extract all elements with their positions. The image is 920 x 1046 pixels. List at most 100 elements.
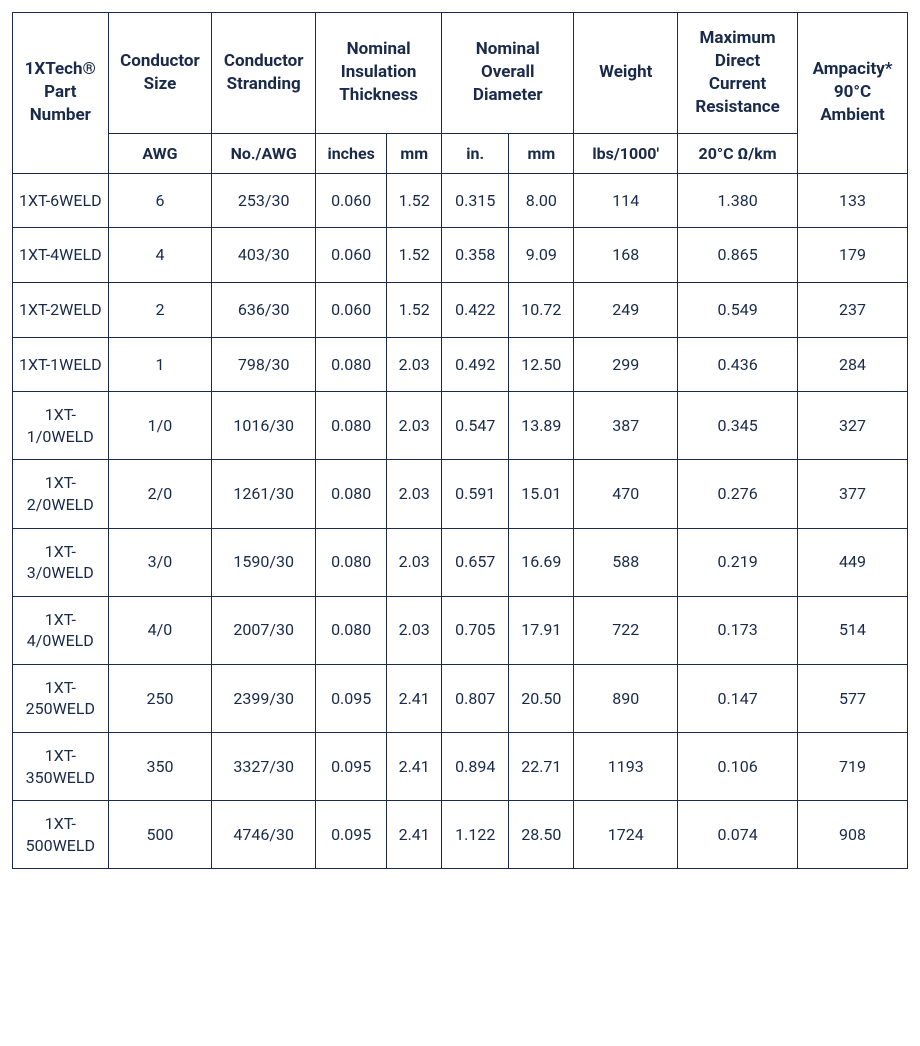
cell-ins_mm: 2.03 bbox=[387, 460, 442, 528]
cell-awg: 1/0 bbox=[108, 392, 212, 460]
cell-ins_in: 0.095 bbox=[316, 664, 387, 732]
cell-awg: 4 bbox=[108, 228, 212, 283]
table-row: 1XT-3/0WELD3/01590/300.0802.030.65716.69… bbox=[13, 528, 908, 596]
col-overall-diameter: Nominal Overall Diameter bbox=[442, 13, 574, 134]
cable-spec-table: 1XTech® Part Number Conductor Size Condu… bbox=[12, 12, 908, 869]
cell-ins_mm: 2.41 bbox=[387, 664, 442, 732]
cell-part: 1XT-1/0WELD bbox=[13, 392, 109, 460]
cell-weight: 168 bbox=[574, 228, 678, 283]
cell-part: 1XT-4/0WELD bbox=[13, 596, 109, 664]
cell-dia_in: 1.122 bbox=[442, 801, 509, 869]
cell-stranding: 636/30 bbox=[212, 282, 316, 337]
cell-amp: 577 bbox=[798, 664, 908, 732]
cell-dia_mm: 17.91 bbox=[509, 596, 574, 664]
table-row: 1XT-4WELD4403/300.0601.520.3589.091680.8… bbox=[13, 228, 908, 283]
table-body: 1XT-6WELD6253/300.0601.520.3158.001141.3… bbox=[13, 173, 908, 869]
cell-dia_mm: 13.89 bbox=[509, 392, 574, 460]
cell-awg: 500 bbox=[108, 801, 212, 869]
cell-ins_mm: 2.41 bbox=[387, 801, 442, 869]
cell-amp: 284 bbox=[798, 337, 908, 392]
cell-ins_in: 0.095 bbox=[316, 801, 387, 869]
cell-amp: 377 bbox=[798, 460, 908, 528]
cell-dia_in: 0.315 bbox=[442, 173, 509, 228]
cell-awg: 1 bbox=[108, 337, 212, 392]
cell-dcr: 0.549 bbox=[678, 282, 798, 337]
cell-dia_mm: 8.00 bbox=[509, 173, 574, 228]
cell-weight: 1724 bbox=[574, 801, 678, 869]
cell-dia_in: 0.547 bbox=[442, 392, 509, 460]
cell-weight: 249 bbox=[574, 282, 678, 337]
table-row: 1XT-1WELD1798/300.0802.030.49212.502990.… bbox=[13, 337, 908, 392]
cell-dcr: 0.276 bbox=[678, 460, 798, 528]
cell-dcr: 0.345 bbox=[678, 392, 798, 460]
table-row: 1XT-2WELD2636/300.0601.520.42210.722490.… bbox=[13, 282, 908, 337]
cell-weight: 722 bbox=[574, 596, 678, 664]
cell-ins_in: 0.060 bbox=[316, 282, 387, 337]
sub-inches: inches bbox=[316, 133, 387, 173]
cell-awg: 250 bbox=[108, 664, 212, 732]
sub-awg: AWG bbox=[108, 133, 212, 173]
cell-dcr: 0.219 bbox=[678, 528, 798, 596]
cell-dia_in: 0.657 bbox=[442, 528, 509, 596]
cell-stranding: 4746/30 bbox=[212, 801, 316, 869]
cell-stranding: 798/30 bbox=[212, 337, 316, 392]
cell-ins_mm: 1.52 bbox=[387, 228, 442, 283]
cell-awg: 2/0 bbox=[108, 460, 212, 528]
cell-part: 1XT-4WELD bbox=[13, 228, 109, 283]
cell-stranding: 403/30 bbox=[212, 228, 316, 283]
cell-amp: 449 bbox=[798, 528, 908, 596]
cell-stranding: 3327/30 bbox=[212, 733, 316, 801]
cell-awg: 4/0 bbox=[108, 596, 212, 664]
cell-stranding: 1590/30 bbox=[212, 528, 316, 596]
cell-stranding: 2399/30 bbox=[212, 664, 316, 732]
cell-dcr: 0.106 bbox=[678, 733, 798, 801]
cell-amp: 908 bbox=[798, 801, 908, 869]
cell-amp: 179 bbox=[798, 228, 908, 283]
cell-dcr: 0.147 bbox=[678, 664, 798, 732]
cell-weight: 387 bbox=[574, 392, 678, 460]
cell-dcr: 0.865 bbox=[678, 228, 798, 283]
cell-dia_mm: 9.09 bbox=[509, 228, 574, 283]
cell-ins_in: 0.080 bbox=[316, 596, 387, 664]
table-row: 1XT-250WELD2502399/300.0952.410.80720.50… bbox=[13, 664, 908, 732]
cell-awg: 350 bbox=[108, 733, 212, 801]
cell-weight: 588 bbox=[574, 528, 678, 596]
sub-mm-dia: mm bbox=[509, 133, 574, 173]
cell-dia_in: 0.591 bbox=[442, 460, 509, 528]
cell-weight: 470 bbox=[574, 460, 678, 528]
cell-stranding: 253/30 bbox=[212, 173, 316, 228]
cell-dia_in: 0.894 bbox=[442, 733, 509, 801]
cell-dia_in: 0.492 bbox=[442, 337, 509, 392]
cell-part: 1XT-6WELD bbox=[13, 173, 109, 228]
cell-awg: 3/0 bbox=[108, 528, 212, 596]
col-dc-resistance: Maximum Direct Current Resistance bbox=[678, 13, 798, 134]
cell-dia_mm: 15.01 bbox=[509, 460, 574, 528]
cell-ins_in: 0.060 bbox=[316, 228, 387, 283]
col-ampacity: Ampacity* 90°C Ambient bbox=[798, 13, 908, 174]
cell-dia_mm: 12.50 bbox=[509, 337, 574, 392]
cell-ins_mm: 1.52 bbox=[387, 282, 442, 337]
table-header: 1XTech® Part Number Conductor Size Condu… bbox=[13, 13, 908, 174]
cell-weight: 1193 bbox=[574, 733, 678, 801]
table-row: 1XT-1/0WELD1/01016/300.0802.030.54713.89… bbox=[13, 392, 908, 460]
cell-amp: 237 bbox=[798, 282, 908, 337]
cell-stranding: 2007/30 bbox=[212, 596, 316, 664]
cell-dcr: 0.074 bbox=[678, 801, 798, 869]
cell-stranding: 1261/30 bbox=[212, 460, 316, 528]
table-row: 1XT-4/0WELD4/02007/300.0802.030.70517.91… bbox=[13, 596, 908, 664]
cell-amp: 327 bbox=[798, 392, 908, 460]
cell-ins_mm: 2.03 bbox=[387, 392, 442, 460]
cell-dia_mm: 16.69 bbox=[509, 528, 574, 596]
cell-amp: 133 bbox=[798, 173, 908, 228]
cell-part: 1XT-500WELD bbox=[13, 801, 109, 869]
cell-part: 1XT-350WELD bbox=[13, 733, 109, 801]
cell-weight: 890 bbox=[574, 664, 678, 732]
cell-awg: 2 bbox=[108, 282, 212, 337]
cell-dia_in: 0.358 bbox=[442, 228, 509, 283]
cell-awg: 6 bbox=[108, 173, 212, 228]
sub-lbs: lbs/1000′ bbox=[574, 133, 678, 173]
cell-dia_mm: 10.72 bbox=[509, 282, 574, 337]
col-insulation-thickness: Nominal Insulation Thickness bbox=[316, 13, 442, 134]
cell-part: 1XT-3/0WELD bbox=[13, 528, 109, 596]
cell-stranding: 1016/30 bbox=[212, 392, 316, 460]
